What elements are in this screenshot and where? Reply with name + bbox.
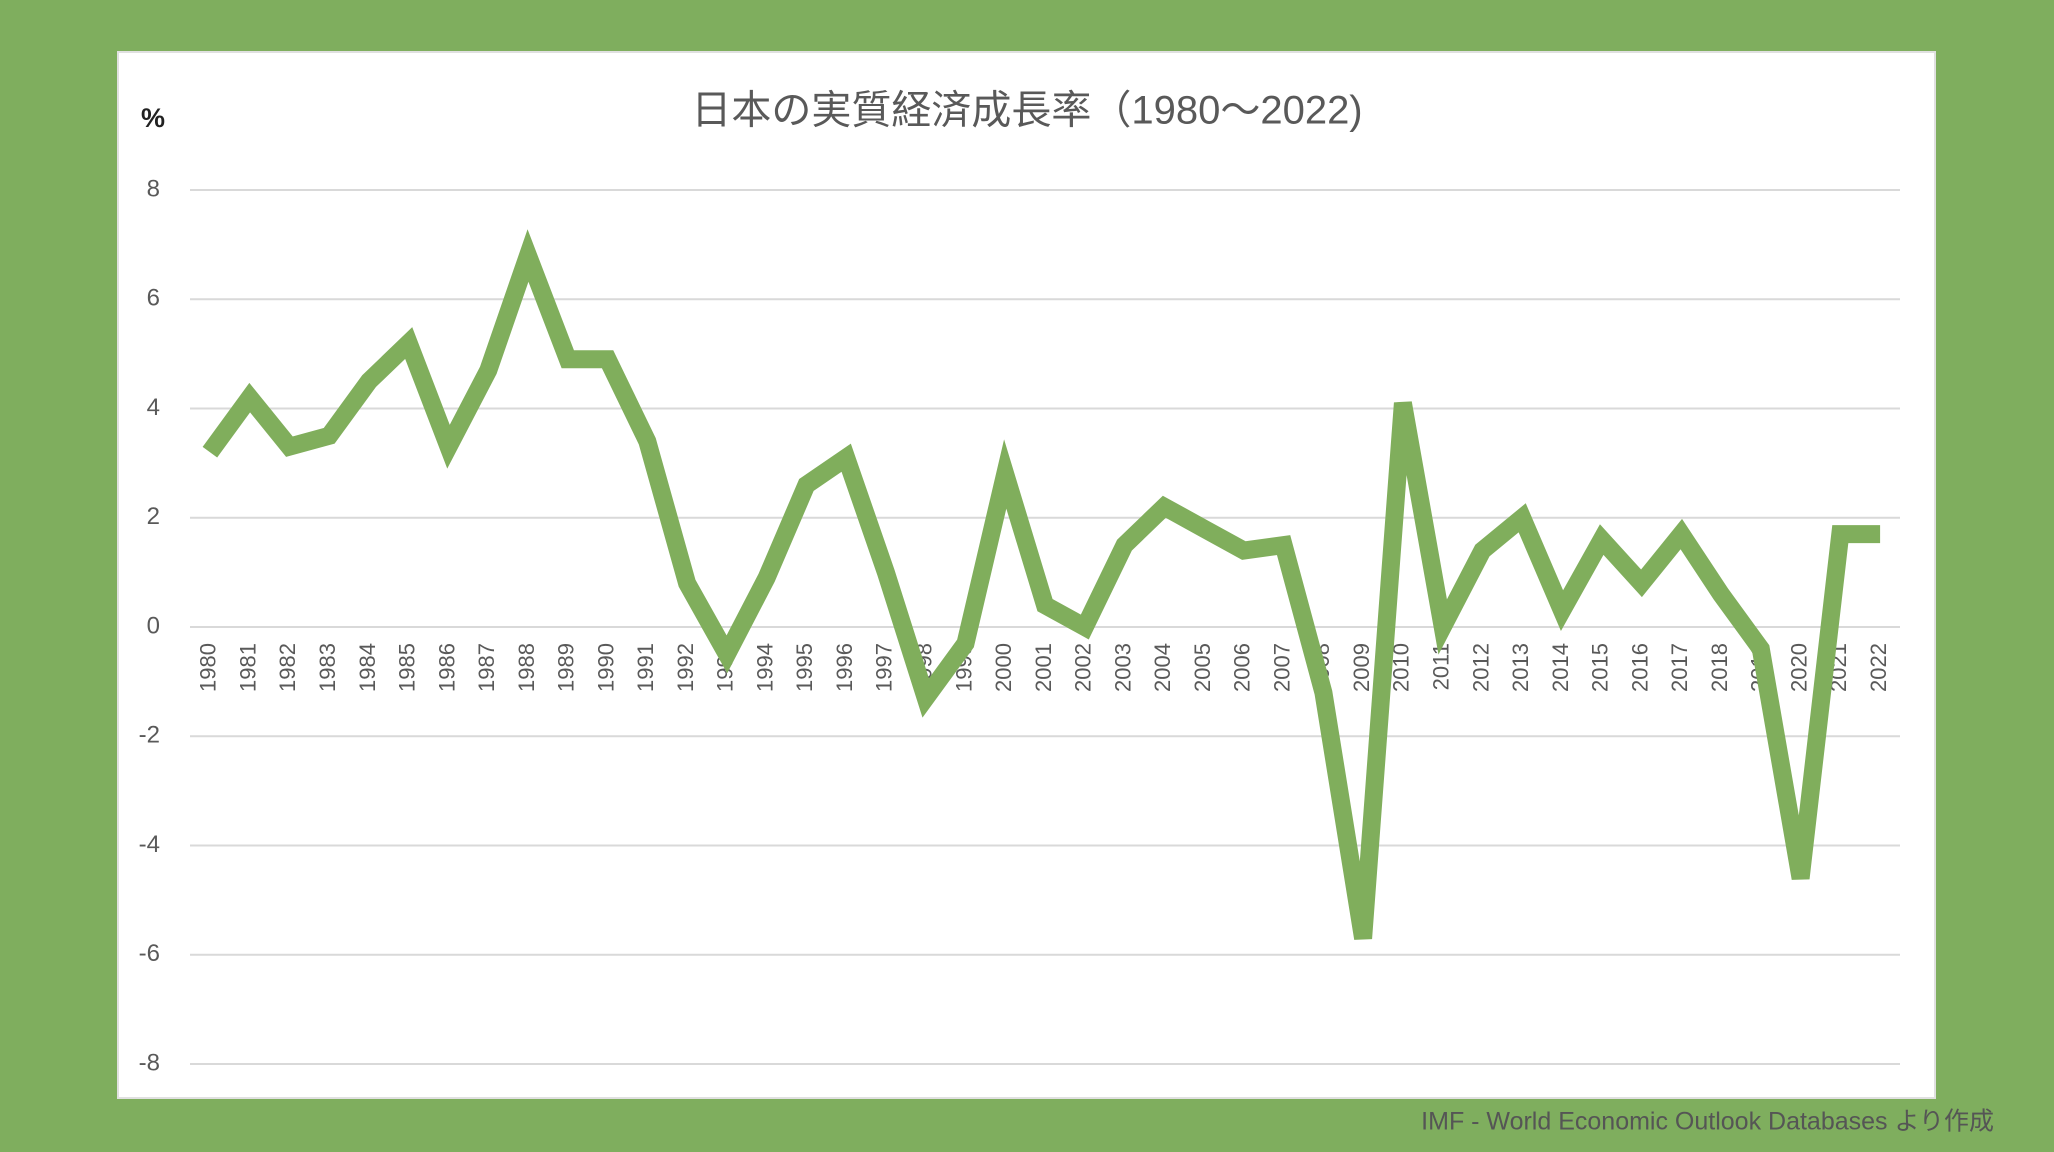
x-tick-label: 1983 [315,643,340,692]
y-tick-label: -4 [139,831,160,858]
y-tick-label: 4 [147,394,160,421]
y-tick-label: -8 [139,1049,160,1076]
x-tick-label: 1990 [593,643,618,692]
x-tick-label: 1994 [752,643,777,692]
y-tick-label: 2 [147,503,160,530]
x-tick-label: 2001 [1031,643,1056,692]
x-tick-label: 1991 [633,643,658,692]
x-tick-label: 1989 [554,643,579,692]
data-line [202,229,1881,940]
chart-title: 日本の実質経済成長率（1980〜2022) [691,89,1362,133]
source-note: IMF - World Economic Outlook Databases よ… [1421,1108,1994,1136]
x-tick-label: 2002 [1071,643,1096,692]
y-tick-label: -6 [139,940,160,967]
y-tick-label: 6 [147,285,160,312]
x-tick-label: 1986 [434,643,459,692]
x-tick-label: 2018 [1707,643,1732,692]
x-tick-label: 2020 [1786,643,1811,692]
x-tick-label: 2004 [1150,643,1175,692]
x-tick-label: 1997 [872,643,897,692]
x-tick-label: 1987 [474,643,499,692]
x-tick-label: 1982 [275,643,300,692]
y-tick-label: 0 [147,612,160,639]
x-tick-label: 2016 [1627,643,1652,692]
x-tick-label: 2022 [1866,643,1891,692]
x-tick-label: 1996 [832,643,857,692]
x-tick-label: 1995 [792,643,817,692]
x-tick-label: 2012 [1468,643,1493,692]
x-tick-label: 2011 [1428,643,1453,690]
x-tick-label: 1981 [235,643,260,692]
x-tick-label: 2006 [1230,643,1255,692]
x-tick-label: 1980 [196,643,221,692]
x-tick-label: 1984 [355,643,380,692]
x-tick-label: 2013 [1508,643,1533,692]
x-tick-label: 1992 [673,643,698,692]
x-tick-label: 2005 [1190,643,1215,692]
y-tick-label: -2 [139,722,160,749]
x-tick-label: 2003 [1110,643,1135,692]
x-tick-label: 2017 [1667,643,1692,692]
x-tick-label: 2009 [1349,643,1374,692]
x-tick-label: 2007 [1269,643,1294,692]
y-tick-label: 8 [147,175,160,202]
x-tick-label: 2015 [1588,643,1613,692]
y-axis-label: % [141,103,165,133]
x-tick-label: 1988 [514,643,539,692]
x-tick-label: 2014 [1548,643,1573,692]
x-tick-label: 2000 [991,643,1016,692]
x-tick-label: 1985 [395,643,420,692]
